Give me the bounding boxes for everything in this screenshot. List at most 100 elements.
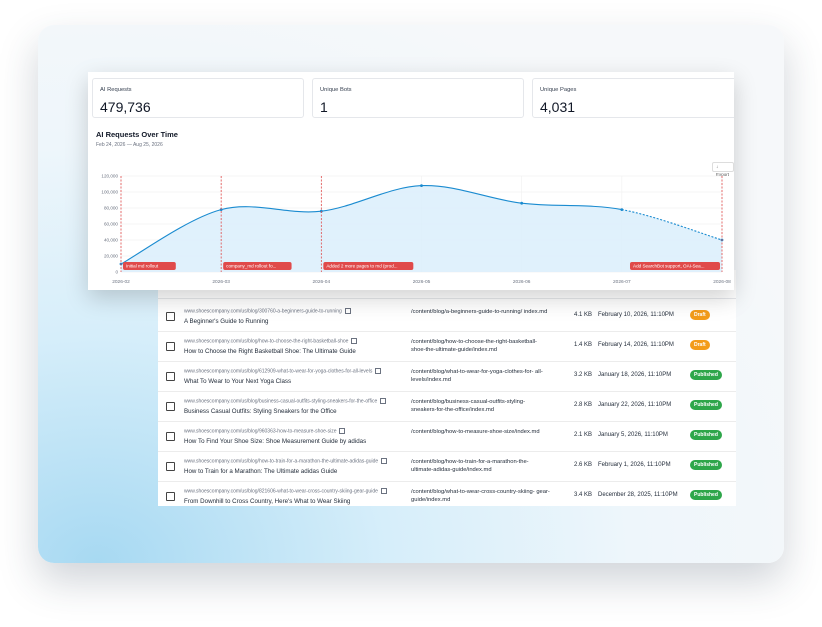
annotation-label: Initial md rollout: [126, 264, 159, 269]
external-link-icon[interactable]: [339, 428, 346, 434]
file-path: /content/blog/what-to-wear-for-yoga-clot…: [411, 369, 543, 383]
external-link-icon[interactable]: [344, 308, 351, 314]
last-modified: January 5, 2026, 11:10PM: [598, 432, 668, 438]
stat-label: Unique Bots: [320, 87, 352, 93]
download-icon: ↓: [716, 164, 719, 169]
row-checkbox[interactable]: [166, 432, 175, 441]
stat-ai-requests: AI Requests 479,736: [92, 78, 304, 118]
status-badge: Published: [690, 370, 722, 380]
last-modified: January 22, 2026, 11:10PM: [598, 402, 672, 408]
external-link-icon[interactable]: [380, 488, 387, 494]
page-title: From Downhill to Cross Country, Here's W…: [184, 498, 351, 505]
status-badge: Published: [690, 490, 722, 500]
status-badge: Published: [690, 400, 722, 410]
file-path: /content/blog/business-casual-outfits-st…: [411, 399, 526, 413]
page-url-text: www.shoescompany.com/us/blog/821606-what…: [184, 488, 378, 495]
data-point: [420, 184, 423, 187]
table-row[interactable]: www.shoescompany.com/us/blog/960363-how-…: [158, 421, 736, 452]
data-point: [219, 208, 223, 212]
stat-value: 1: [320, 99, 328, 115]
page-url[interactable]: www.shoescompany.com/us/blog/how-to-choo…: [184, 338, 358, 345]
file-size: 4.1 KB: [574, 312, 593, 318]
page-url[interactable]: www.shoescompany.com/us/blog/960363-how-…: [184, 428, 346, 435]
page-url[interactable]: www.shoescompany.com/us/blog/business-ca…: [184, 398, 387, 405]
x-tick-label: 2026-05: [413, 279, 431, 285]
x-tick-label: 2026-03: [212, 279, 230, 285]
analytics-card: AI Requests 479,736 Unique Bots 1 Unique…: [88, 72, 734, 290]
annotation-label: Add SearchBot support, OAI-Sea...: [633, 264, 705, 269]
external-link-icon[interactable]: [375, 368, 382, 374]
status-badge: Published: [690, 430, 722, 440]
page-url[interactable]: www.shoescompany.com/us/blog/how-to-trai…: [184, 458, 388, 465]
external-link-icon[interactable]: [381, 458, 388, 464]
table-row[interactable]: www.shoescompany.com/us/blog/821606-what…: [158, 481, 736, 506]
x-tick-label: 2026-04: [313, 279, 331, 285]
x-tick-label: 2026-06: [513, 279, 531, 285]
chart-date-range: Feb 24, 2026 — Aug 25, 2026: [96, 142, 163, 148]
table-row[interactable]: www.shoescompany.com/us/blog/business-ca…: [158, 391, 736, 422]
table-row[interactable]: www.shoescompany.com/us/blog/how-to-trai…: [158, 451, 736, 482]
file-size: 2.8 KB: [574, 402, 593, 408]
annotation-marker: [323, 262, 414, 270]
page-title: How to Choose the Right Basketball Shoe:…: [184, 348, 356, 355]
annotation-label: company_md rollout fo...: [226, 264, 276, 269]
row-checkbox[interactable]: [166, 312, 175, 321]
stat-label: AI Requests: [100, 87, 132, 93]
table-row[interactable]: www.shoescompany.com/us/blog/300760-a-be…: [158, 301, 736, 332]
file-size: 2.1 KB: [574, 432, 593, 438]
page-title: A Beginner's Guide to Running: [184, 318, 269, 325]
table-row[interactable]: www.shoescompany.com/us/blog/how-to-choo…: [158, 331, 736, 362]
page-url[interactable]: www.shoescompany.com/us/blog/300760-a-be…: [184, 308, 351, 314]
file-path: /content/blog/a-beginners-guide-to-runni…: [411, 309, 548, 315]
y-tick-label: 40,000: [104, 238, 118, 243]
row-checkbox[interactable]: [166, 492, 175, 501]
page-url-text: www.shoescompany.com/us/blog/how-to-trai…: [184, 458, 379, 465]
file-path: /content/blog/what-to-wear-cross-country…: [411, 489, 550, 503]
stat-unique-pages: Unique Pages 4,031: [532, 78, 734, 118]
data-point: [620, 208, 624, 212]
y-tick-label: 100,000: [101, 190, 118, 195]
page-url-text: www.shoescompany.com/us/blog/business-ca…: [184, 398, 378, 405]
status-badge: Draft: [690, 310, 710, 320]
y-tick-label: 120,000: [101, 174, 118, 179]
table-row[interactable]: www.shoescompany.com/us/blog/612909-what…: [158, 361, 736, 392]
file-size: 2.6 KB: [574, 462, 593, 468]
row-checkbox[interactable]: [166, 402, 175, 411]
annotation-marker: [223, 262, 292, 270]
page-title: How to Train for a Marathon: The Ultimat…: [184, 468, 338, 475]
file-size: 3.4 KB: [574, 492, 593, 498]
file-size: 1.4 KB: [574, 342, 593, 348]
stat-value: 4,031: [540, 99, 576, 115]
file-size: 3.2 KB: [574, 372, 593, 378]
file-path: /content/blog/how-to-choose-the-right-ba…: [411, 339, 537, 353]
page-title: What To Wear to Your Next Yoga Class: [184, 378, 292, 385]
requests-chart: 0 20,000 40,000 60,000 80,000 100,000 120,000 2…: [101, 174, 731, 285]
row-checkbox[interactable]: [166, 342, 175, 351]
last-modified: February 1, 2026, 11:10PM: [598, 462, 671, 468]
x-tick-label: 2026-02: [112, 279, 130, 285]
projected-line: [621, 209, 723, 241]
row-checkbox[interactable]: [166, 372, 175, 381]
stat-unique-bots: Unique Bots 1: [312, 78, 524, 118]
export-button[interactable]: ↓ Export: [712, 162, 734, 177]
annotation-label: Added 2 more pages to md (prod...: [326, 264, 397, 269]
page-url-text: www.shoescompany.com/us/blog/300760-a-be…: [184, 308, 342, 315]
table-header: [158, 270, 736, 299]
external-link-icon[interactable]: [351, 338, 358, 344]
stat-value: 479,736: [100, 99, 151, 115]
x-tick-label: 2026-07: [613, 279, 631, 285]
page-title: Business Casual Outfits: Styling Sneaker…: [184, 408, 337, 415]
row-checkbox[interactable]: [166, 462, 175, 471]
annotation-marker: [123, 262, 176, 270]
file-path: /content/blog/how-to-measure-shoe-size/i…: [411, 429, 540, 435]
page-url-text: www.shoescompany.com/us/blog/960363-how-…: [184, 428, 337, 435]
status-badge: Draft: [690, 340, 710, 350]
page-url[interactable]: www.shoescompany.com/us/blog/612909-what…: [184, 368, 382, 374]
stat-label: Unique Pages: [540, 87, 577, 93]
external-link-icon[interactable]: [380, 398, 387, 404]
status-badge: Published: [690, 460, 722, 470]
page-url[interactable]: www.shoescompany.com/us/blog/821606-what…: [184, 488, 387, 494]
file-path: /content/blog/how-to-train-for-a-maratho…: [411, 459, 529, 473]
y-tick-label: 60,000: [104, 222, 118, 227]
page-url-text: www.shoescompany.com/us/blog/how-to-choo…: [184, 338, 349, 345]
